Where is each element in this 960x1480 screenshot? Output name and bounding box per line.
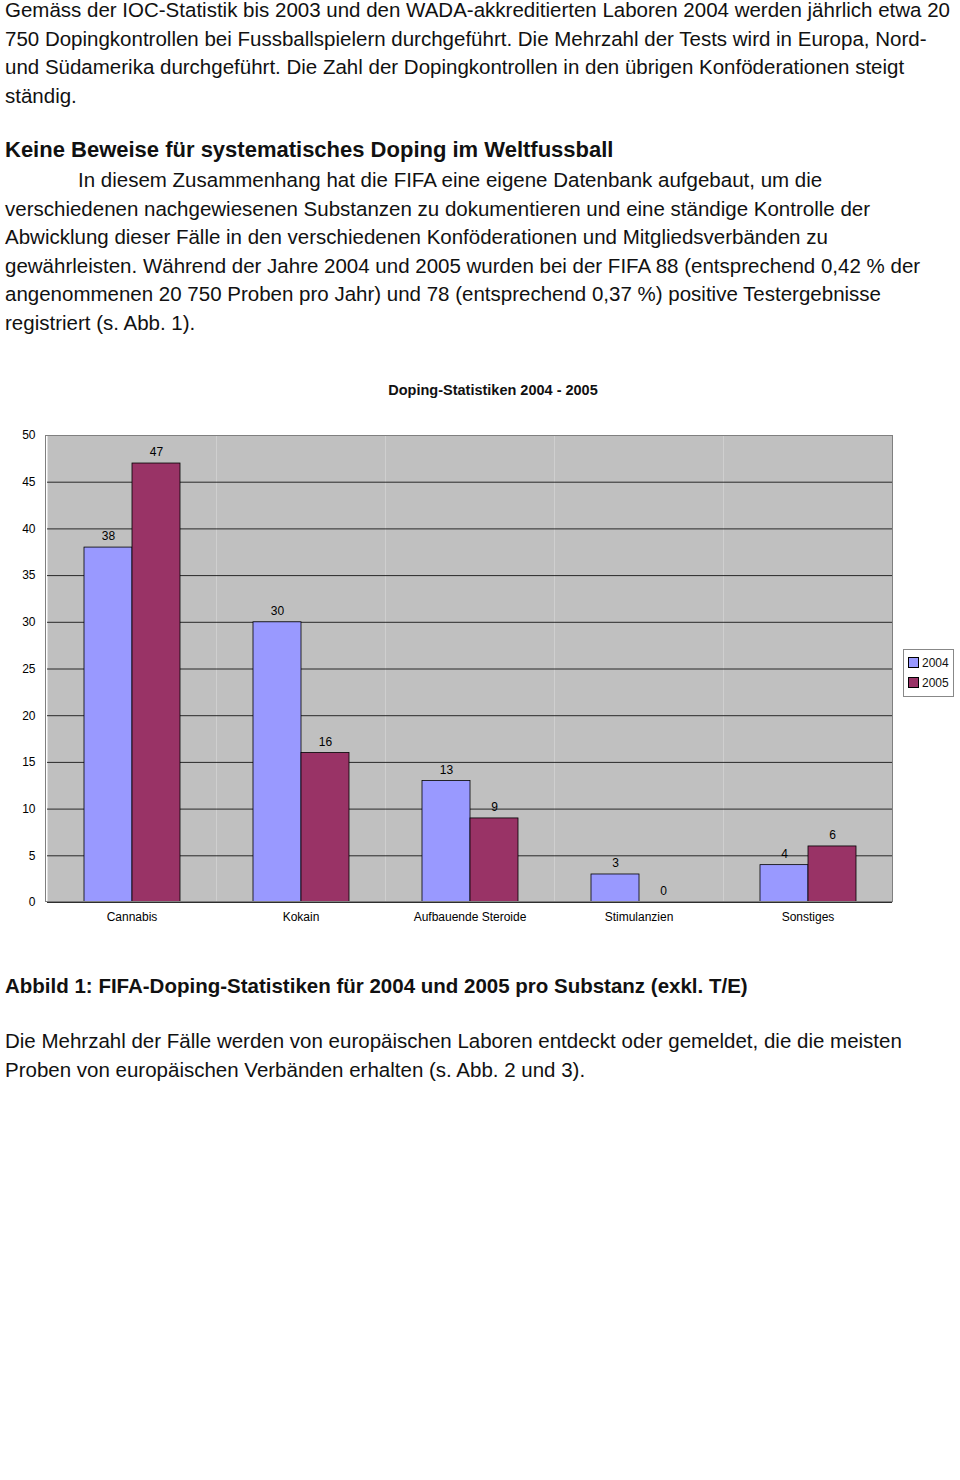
svg-text:47: 47 <box>150 445 164 459</box>
html-text:Abbild 1: FIFA-Doping-Statisti: Abbild 1: FIFA-Doping-Statistiken für 20… <box>5 974 748 997</box>
svg-text:6: 6 <box>829 828 836 842</box>
svg-text:Cannabis: Cannabis <box>107 910 158 924</box>
svg-text:20: 20 <box>22 709 36 723</box>
svg-text:5: 5 <box>29 849 36 863</box>
html-text:2005: 2005 <box>922 676 949 690</box>
html-text:Die Mehrzahl der Fälle werden: Die Mehrzahl der Fälle werden von europä… <box>5 1029 902 1081</box>
svg-text:30: 30 <box>271 604 285 618</box>
svg-text:25: 25 <box>22 662 36 676</box>
svg-text:Aufbauende Steroide: Aufbauende Steroide <box>414 910 527 924</box>
svg-text:50: 50 <box>22 428 36 442</box>
svg-text:15: 15 <box>22 755 36 769</box>
svg-text:4: 4 <box>781 847 788 861</box>
html-text:Doping-Statistiken 2004 - 2005: Doping-Statistiken 2004 - 2005 <box>388 382 598 398</box>
svg-text:3: 3 <box>612 856 619 870</box>
svg-text:45: 45 <box>22 475 36 489</box>
html-text:2004: 2004 <box>922 656 949 670</box>
svg-text:35: 35 <box>22 568 36 582</box>
svg-text:30: 30 <box>22 615 36 629</box>
svg-text:0: 0 <box>29 895 36 909</box>
svg-text:9: 9 <box>491 800 498 814</box>
svg-text:13: 13 <box>440 763 454 777</box>
svg-text:38: 38 <box>102 529 116 543</box>
html-text:In diesem Zusammenhang hat die: In diesem Zusammenhang hat die FIFA eine… <box>5 168 921 334</box>
html-text:Keine Beweise für systematisch: Keine Beweise für systematisches Doping … <box>5 137 614 162</box>
svg-text:Kokain: Kokain <box>283 910 320 924</box>
svg-text:Sonstiges: Sonstiges <box>782 910 835 924</box>
svg-text:0: 0 <box>660 884 667 898</box>
svg-text:10: 10 <box>22 802 36 816</box>
svg-text:16: 16 <box>319 735 333 749</box>
svg-text:40: 40 <box>22 522 36 536</box>
svg-text:Stimulanzien: Stimulanzien <box>605 910 674 924</box>
